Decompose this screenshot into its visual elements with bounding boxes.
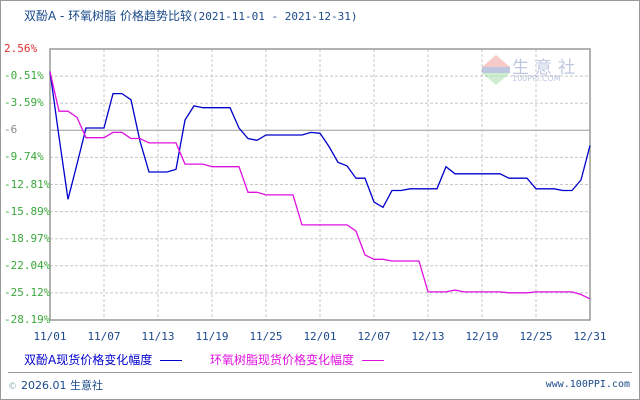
x-tick-label: 12/25 [519, 330, 553, 343]
series-line-2 [49, 71, 591, 300]
y-tick-label: -9.74% [4, 150, 44, 164]
legend-series2-label: 环氧树脂现货价格变化幅度 [210, 353, 355, 367]
legend-series2: 环氧树脂现货价格变化幅度 [210, 353, 385, 367]
watermark-url: 100PPI.COM [512, 74, 561, 83]
legend-series1-label: 双酚A现货价格变化幅度 [24, 353, 153, 367]
y-tick-label: -22.04% [4, 258, 51, 272]
footer-copyright-text: 2026.01 生意社 [21, 379, 103, 392]
x-tick-label: 11/25 [249, 330, 283, 343]
legend-series2-swatch [362, 360, 385, 361]
x-tick-label: 11/07 [87, 330, 121, 343]
x-tick-label: 11/13 [141, 330, 175, 343]
x-tick-label: 11/19 [195, 330, 229, 343]
watermark-name: 生意社 [512, 58, 581, 78]
chart-title-main: 双酚A - 环氧树脂 价格趋势比较 [24, 9, 192, 23]
chart-title: 双酚A - 环氧树脂 价格趋势比较(2021-11-01 - 2021-12-3… [24, 7, 358, 24]
ppi-logo-icon [482, 55, 510, 85]
y-tick-label: -18.97% [4, 231, 51, 245]
copyright-icon: © [8, 382, 17, 392]
plot-area-border [49, 48, 591, 321]
y-tick-label: -6 [4, 123, 18, 137]
x-tick-label: 12/31 [573, 330, 607, 343]
y-tick-label: -0.51% [4, 69, 44, 83]
y-tick-label: -3.59% [4, 96, 44, 110]
x-tick-label: 12/07 [357, 330, 391, 343]
y-tick-label: -12.81% [4, 177, 51, 191]
x-tick-label: 11/01 [33, 330, 67, 343]
footer-copyright: © 2026.01 生意社 [8, 377, 103, 393]
y-tick-label: -28.19% [4, 313, 51, 326]
y-tick-label: -15.89% [4, 204, 51, 218]
footer-site-link[interactable]: www.100PPI.com [545, 379, 630, 390]
x-tick-label: 12/19 [465, 330, 499, 343]
chart-title-range: (2021-11-01 - 2021-12-31) [191, 10, 358, 23]
y-tick-label: 2.56% [4, 42, 38, 55]
y-tick-label: -25.12% [4, 285, 51, 299]
x-tick-label: 12/01 [303, 330, 337, 343]
legend-series1-swatch [160, 360, 183, 361]
footer-divider [8, 372, 632, 373]
series-line-1 [49, 71, 591, 209]
x-tick-label: 12/13 [411, 330, 445, 343]
legend: 双酚A现货价格变化幅度 环氧树脂现货价格变化幅度 [24, 351, 385, 368]
legend-series1: 双酚A现货价格变化幅度 [24, 353, 183, 367]
